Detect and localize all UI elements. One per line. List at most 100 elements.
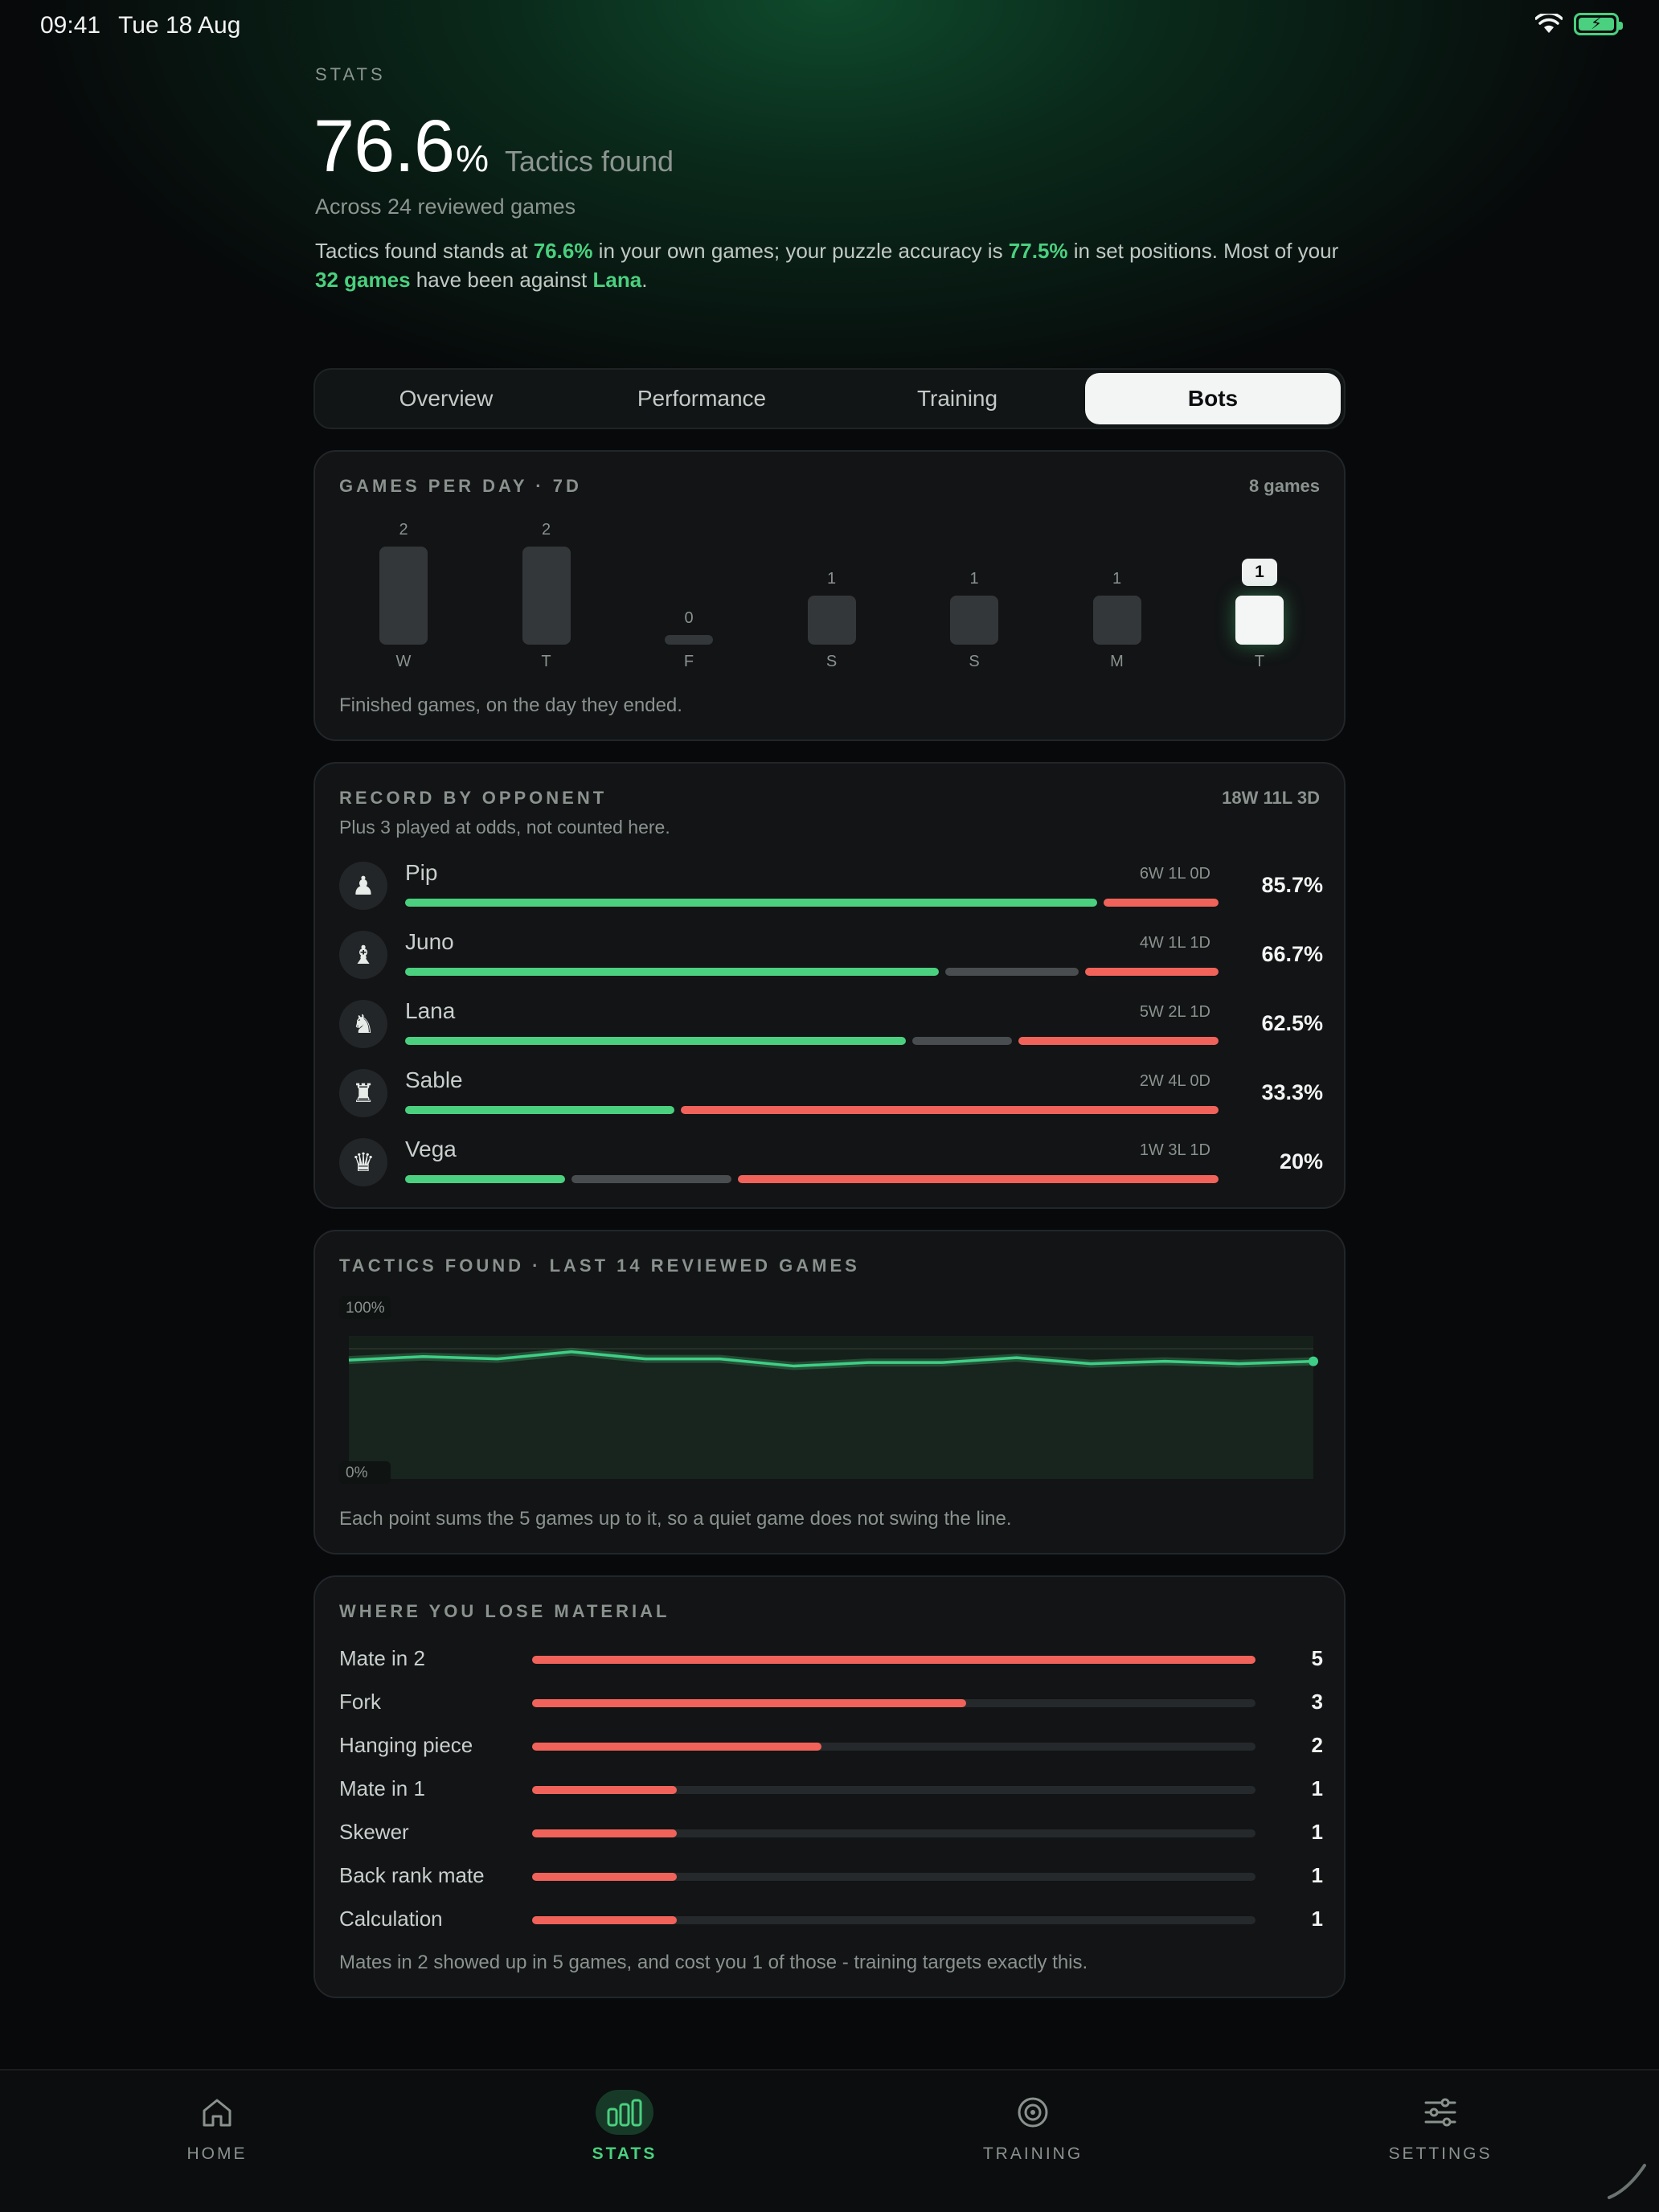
material-count: 1 xyxy=(1311,1820,1323,1844)
games-per-day-card: GAMES PER DAY · 7D 8 games 2 W 2 T 0 F 1 S 1 S 1 M 1… xyxy=(313,450,1346,741)
material-label: Calculation xyxy=(339,1907,443,1931)
nav-label: STATS xyxy=(592,2144,657,2163)
target-icon xyxy=(1004,2090,1062,2135)
material-row[interactable]: Back rank mate 1 xyxy=(339,1860,1323,1892)
material-count: 3 xyxy=(1311,1690,1323,1714)
opponent-win-rate: 66.7% xyxy=(1261,942,1323,966)
material-count: 1 xyxy=(1311,1776,1323,1800)
loss-segment xyxy=(738,1175,1219,1183)
opponent-record: 6W 1L 0D xyxy=(1139,865,1210,883)
material-fill xyxy=(532,1743,821,1751)
material-row[interactable]: Fork 3 xyxy=(339,1686,1323,1718)
day-label: T xyxy=(541,653,551,670)
record-total: 18W 11L 3D xyxy=(1222,788,1320,808)
material-row[interactable]: Calculation 1 xyxy=(339,1903,1323,1936)
knight-icon: ♞ xyxy=(339,1000,387,1048)
stats-icon xyxy=(596,2090,653,2135)
opponent-row[interactable]: ♞ Lana 5W 2L 1D 62.5% xyxy=(339,998,1323,1048)
tab-performance[interactable]: Performance xyxy=(637,386,767,411)
nav-label: TRAINING xyxy=(982,2144,1083,2163)
tab-training[interactable]: Training xyxy=(916,386,998,411)
opponent-row[interactable]: ♝ Juno 4W 1L 1D 66.7% xyxy=(339,929,1323,979)
bottom-nav: HOME STATS TRAINING SETTINGS xyxy=(0,2069,1659,2212)
material-track xyxy=(532,1656,1256,1664)
bar-value-label: 0 xyxy=(684,609,694,627)
y-tick-label: 100% xyxy=(339,1296,391,1319)
bar-value-label: 2 xyxy=(399,521,408,539)
games-count: 8 games xyxy=(1248,476,1320,496)
card-title: GAMES PER DAY · 7D xyxy=(339,476,582,496)
card-footnote: Mates in 2 showed up in 5 games, and cos… xyxy=(339,1952,1088,1973)
loss-segment xyxy=(1103,899,1219,907)
material-fill xyxy=(532,1916,677,1924)
opponent-row[interactable]: ♟ Pip 6W 1L 0D 85.7% xyxy=(339,860,1323,910)
material-label: Back rank mate xyxy=(339,1863,485,1887)
material-row[interactable]: Mate in 1 1 xyxy=(339,1773,1323,1805)
opponent-name: Vega xyxy=(405,1137,457,1161)
hero-unit: % xyxy=(456,137,489,179)
day-label: W xyxy=(395,653,412,670)
summary-highlight: 77.5% xyxy=(1008,239,1068,263)
material-row[interactable]: Skewer 1 xyxy=(339,1817,1323,1849)
hero-label: Tactics found xyxy=(504,145,674,178)
stats-tabs: Overview Performance Training Bots xyxy=(313,368,1346,429)
nav-home[interactable]: HOME xyxy=(121,2090,313,2164)
status-icons: ⚡ xyxy=(1535,13,1623,35)
nav-label: SETTINGS xyxy=(1388,2144,1493,2163)
nav-settings[interactable]: SETTINGS xyxy=(1344,2090,1537,2164)
bar xyxy=(665,635,713,645)
bar xyxy=(1235,596,1284,645)
card-footnote: Each point sums the 5 games up to it, so… xyxy=(339,1508,1012,1530)
opponent-win-rate: 62.5% xyxy=(1261,1011,1323,1035)
draw-segment xyxy=(945,968,1079,976)
bar xyxy=(807,596,856,645)
material-track xyxy=(532,1829,1256,1837)
day-label: S xyxy=(969,653,980,670)
opponent-win-rate: 85.7% xyxy=(1261,873,1323,897)
opponent-name: Sable xyxy=(405,1067,463,1092)
record-subtitle: Plus 3 played at odds, not counted here. xyxy=(339,817,670,838)
win-segment xyxy=(405,1106,674,1114)
material-label: Mate in 1 xyxy=(339,1776,425,1800)
loss-segment xyxy=(1085,968,1219,976)
svg-text:0%: 0% xyxy=(346,1464,368,1481)
opponent-row[interactable]: ♛ Vega 1W 3L 1D 20% xyxy=(339,1137,1323,1186)
record-bar xyxy=(405,899,1219,907)
record-by-opponent-card: RECORD BY OPPONENT 18W 11L 3D Plus 3 pla… xyxy=(313,762,1346,1209)
win-segment xyxy=(405,968,939,976)
tactics-trend-card: TACTICS FOUND · LAST 14 REVIEWED GAMES 1… xyxy=(313,1230,1346,1555)
opponent-row[interactable]: ♜ Sable 2W 4L 0D 33.3% xyxy=(339,1067,1323,1117)
pawn-icon: ♟ xyxy=(339,862,387,910)
opponent-name: Lana xyxy=(405,998,456,1023)
material-label: Hanging piece xyxy=(339,1733,473,1757)
material-row[interactable]: Hanging piece 2 xyxy=(339,1730,1323,1762)
material-track xyxy=(532,1873,1256,1881)
material-track xyxy=(532,1916,1256,1924)
nav-stats[interactable]: STATS xyxy=(528,2090,721,2164)
bar-value-label: 1 xyxy=(969,570,979,588)
material-fill xyxy=(532,1829,677,1837)
tab-overview[interactable]: Overview xyxy=(399,386,494,411)
opponent-record: 1W 3L 1D xyxy=(1139,1141,1210,1159)
opponent-record: 5W 2L 1D xyxy=(1139,1003,1210,1021)
material-label: Skewer xyxy=(339,1820,409,1844)
card-title: TACTICS FOUND · LAST 14 REVIEWED GAMES xyxy=(339,1256,860,1276)
tab-bots[interactable]: Bots xyxy=(1085,373,1341,424)
page-eyebrow: STATS xyxy=(315,64,386,84)
status-bar: 09:41 Tue 18 Aug ⚡ xyxy=(0,0,1659,51)
draw-segment xyxy=(571,1175,732,1183)
battery-icon: ⚡ xyxy=(1574,13,1623,35)
bar xyxy=(522,547,571,645)
material-label: Mate in 2 xyxy=(339,1646,425,1670)
nav-label: HOME xyxy=(186,2144,248,2163)
bar-value-label: 2 xyxy=(541,521,551,539)
nav-training[interactable]: TRAINING xyxy=(936,2090,1129,2164)
material-fill xyxy=(532,1786,677,1794)
bar xyxy=(379,547,428,645)
material-fill xyxy=(532,1656,1256,1664)
material-count: 1 xyxy=(1311,1907,1323,1931)
material-count: 2 xyxy=(1311,1733,1323,1757)
material-track xyxy=(532,1743,1256,1751)
queen-icon: ♛ xyxy=(339,1138,387,1186)
material-row[interactable]: Mate in 2 5 xyxy=(339,1643,1323,1675)
